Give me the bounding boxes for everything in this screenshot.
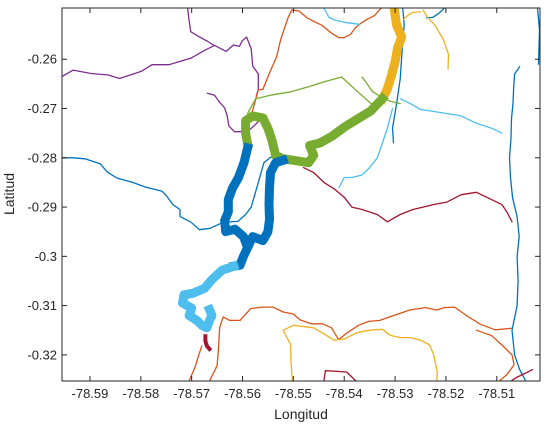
series-line-15 bbox=[282, 324, 438, 381]
series-line-7 bbox=[508, 65, 527, 381]
series-line-12 bbox=[208, 316, 241, 381]
x-tick-label: -78.54 bbox=[326, 386, 363, 401]
series-line-30 bbox=[178, 260, 240, 333]
y-tick-label: -0.28 bbox=[27, 150, 57, 165]
x-tick-label: -78.57 bbox=[173, 386, 210, 401]
series-line-19 bbox=[399, 98, 503, 134]
x-tick-label: -78.55 bbox=[275, 386, 312, 401]
series-line-31 bbox=[203, 334, 213, 352]
y-tick-label: -0.29 bbox=[27, 200, 57, 215]
series-line-18 bbox=[323, 8, 361, 25]
route-lines bbox=[62, 8, 540, 381]
series-line-9 bbox=[291, 8, 382, 39]
y-axis-title: Latitud bbox=[1, 173, 17, 215]
y-tick-label: -0.31 bbox=[27, 298, 57, 313]
series-line-5 bbox=[391, 8, 405, 144]
series-line-4 bbox=[62, 156, 279, 231]
series-line-10 bbox=[250, 9, 293, 119]
series-line-14 bbox=[475, 329, 515, 381]
series-line-26 bbox=[376, 8, 407, 105]
x-axis: -78.59 -78.58 -78.57 -78.56 -78.55 -78.54 -78.… bbox=[72, 8, 515, 401]
x-tick-label: -78.59 bbox=[72, 386, 109, 401]
series-line-2 bbox=[245, 36, 259, 97]
series-line-24 bbox=[323, 370, 357, 381]
series-line-16 bbox=[422, 9, 450, 70]
x-tick-label: -78.58 bbox=[122, 386, 159, 401]
series-line-22 bbox=[361, 76, 401, 105]
y-axis: -0.26 -0.27 -0.28 -0.29 -0.3 -0.31 -0.32 bbox=[27, 52, 540, 362]
series-line-27 bbox=[241, 92, 389, 168]
series-line-23 bbox=[302, 166, 513, 223]
series-line-17 bbox=[403, 11, 422, 20]
series-line-6 bbox=[425, 8, 446, 19]
axes-box bbox=[61, 7, 541, 382]
series-line-13 bbox=[188, 345, 203, 381]
series-line-3 bbox=[206, 92, 260, 133]
series-line-1 bbox=[186, 8, 215, 47]
y-tick-label: -0.3 bbox=[35, 249, 57, 264]
x-tick-label: -78.56 bbox=[224, 386, 261, 401]
series-line-0 bbox=[62, 36, 248, 80]
x-axis-title: Longitud bbox=[274, 406, 328, 422]
x-tick-label: -78.53 bbox=[377, 386, 414, 401]
x-tick-label: -78.52 bbox=[427, 386, 464, 401]
x-tick-label: -78.51 bbox=[478, 386, 515, 401]
y-tick-label: -0.27 bbox=[27, 101, 57, 116]
series-line-11 bbox=[239, 306, 513, 341]
series-line-20 bbox=[338, 107, 394, 189]
series-line-25 bbox=[510, 369, 534, 381]
y-tick-label: -0.26 bbox=[27, 52, 57, 67]
series-line-21 bbox=[246, 76, 373, 115]
y-tick-label: -0.32 bbox=[27, 347, 57, 362]
series-line-8 bbox=[536, 8, 540, 65]
